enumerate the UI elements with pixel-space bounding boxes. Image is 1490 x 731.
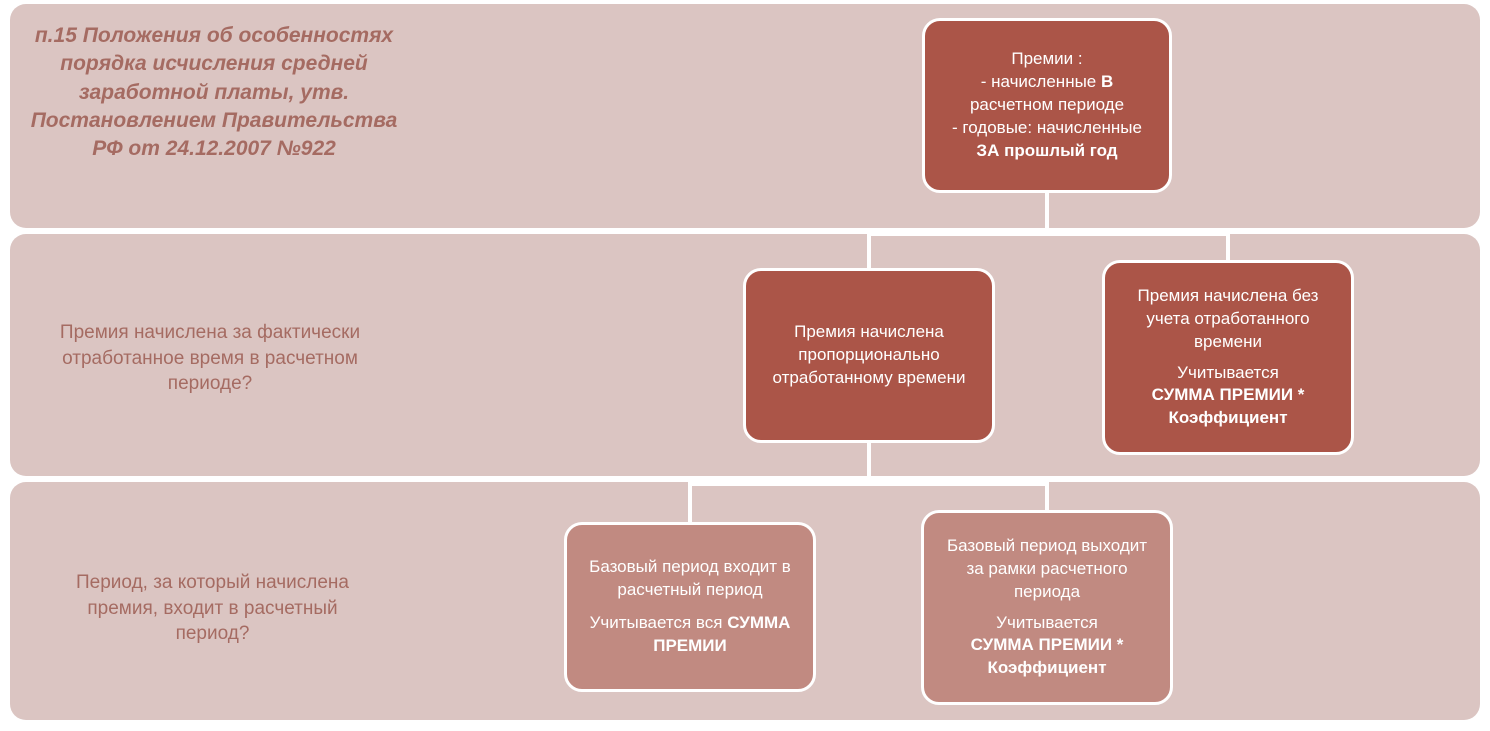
connector xyxy=(688,482,692,522)
citation-text: п.15 Положения об особенностях порядка и… xyxy=(14,22,414,164)
node-line: Базовый период входит в расчетный период xyxy=(581,556,799,602)
node-line: Учитывается xyxy=(1177,362,1279,385)
node-mid-left: Премия начислена пропорционально отработ… xyxy=(743,268,995,443)
connector xyxy=(867,443,871,485)
node-line: - начисленные В расчетном периоде xyxy=(939,71,1155,117)
connector xyxy=(688,482,1048,486)
node-line: СУММА ПРЕМИИ * Коэффициент xyxy=(1119,384,1337,430)
connector xyxy=(867,232,1229,236)
node-bottom-left: Базовый период входит в расчетный период… xyxy=(564,522,816,692)
connector xyxy=(1226,232,1230,260)
node-bottom-right: Базовый период выходит за рамки расчетно… xyxy=(921,510,1173,705)
node-line: Премии : xyxy=(1011,48,1082,71)
connector xyxy=(1045,482,1049,510)
node-mid-right: Премия начислена без учета отработанного… xyxy=(1102,260,1354,455)
node-line: СУММА ПРЕМИИ * Коэффициент xyxy=(938,634,1156,680)
node-line: Учитывается xyxy=(996,612,1098,635)
node-line: Премия начислена без учета отработанного… xyxy=(1119,285,1337,354)
node-line: Базовый период выходит за рамки расчетно… xyxy=(938,535,1156,604)
question-1: Премия начислена за фактически отработан… xyxy=(40,320,380,397)
question-2: Период, за который начислена премия, вхо… xyxy=(50,570,375,647)
node-root: Премии :- начисленные В расчетном период… xyxy=(922,18,1172,193)
node-line: - годовые: начисленные ЗА прошлый год xyxy=(939,117,1155,163)
connector xyxy=(867,232,871,268)
connector xyxy=(1045,193,1049,235)
node-line: Премия начислена пропорционально отработ… xyxy=(760,321,978,390)
node-line: Учитывается вся СУММА ПРЕМИИ xyxy=(581,612,799,658)
